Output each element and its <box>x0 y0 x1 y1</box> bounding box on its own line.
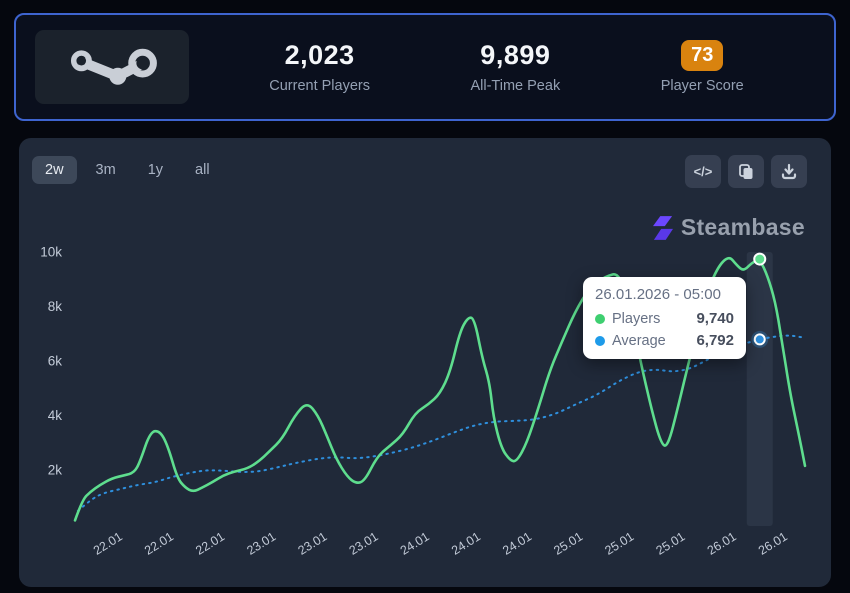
stat-player-score: 73 Player Score <box>661 40 744 94</box>
steambase-logo-icon <box>652 215 673 240</box>
current-players-label: Current Players <box>269 78 370 94</box>
stats-header: 2,023 Current Players 9,899 All-Time Pea… <box>14 13 836 121</box>
range-button-3m[interactable]: 3m <box>83 156 129 184</box>
player-score-label: Player Score <box>660 78 744 94</box>
player-score-badge: 73 <box>681 40 724 71</box>
chart-action-bar: </> <box>685 155 807 188</box>
copy-button[interactable] <box>728 155 764 188</box>
embed-code-icon: </> <box>693 164 713 179</box>
embed-code-button[interactable]: </> <box>685 155 721 188</box>
range-button-all[interactable]: all <box>182 156 223 184</box>
download-icon <box>781 163 797 179</box>
players-series-dot <box>595 313 605 324</box>
tooltip-timestamp: 26.01.2026 - 05:00 <box>595 286 721 303</box>
all-time-peak-value: 9,899 <box>480 40 551 70</box>
download-button[interactable] <box>771 155 807 188</box>
steam-logo-box <box>35 30 189 104</box>
current-players-value: 2,023 <box>284 40 355 70</box>
steambase-watermark-text: Steambase <box>680 214 805 240</box>
tooltip-players-value: 9,740 <box>696 310 734 327</box>
stat-all-time-peak: 9,899 All-Time Peak <box>470 40 560 94</box>
steam-icon <box>70 48 157 85</box>
average-series-dot <box>595 335 605 346</box>
tooltip-average-value: 6,792 <box>696 332 734 349</box>
time-range-selector: 2w 3m 1y all <box>32 156 223 184</box>
chart-tooltip: 26.01.2026 - 05:00 Players 9,740 Average… <box>583 277 746 359</box>
stat-current-players: 2,023 Current Players <box>269 40 370 94</box>
range-button-2w[interactable]: 2w <box>32 156 77 184</box>
copy-icon <box>739 163 753 179</box>
tooltip-average-label: Average <box>612 332 666 349</box>
tooltip-players-label: Players <box>612 310 661 327</box>
range-button-1y[interactable]: 1y <box>135 156 176 184</box>
tooltip-row-average: Average 6,792 <box>595 332 734 349</box>
tooltip-row-players: Players 9,740 <box>595 310 734 327</box>
steambase-watermark: Steambase <box>652 214 805 241</box>
all-time-peak-label: All-Time Peak <box>470 78 561 94</box>
stats-wrap: 2,023 Current Players 9,899 All-Time Pea… <box>189 40 834 94</box>
chart-panel: 2w 3m 1y all </> Steambase <box>19 138 831 587</box>
